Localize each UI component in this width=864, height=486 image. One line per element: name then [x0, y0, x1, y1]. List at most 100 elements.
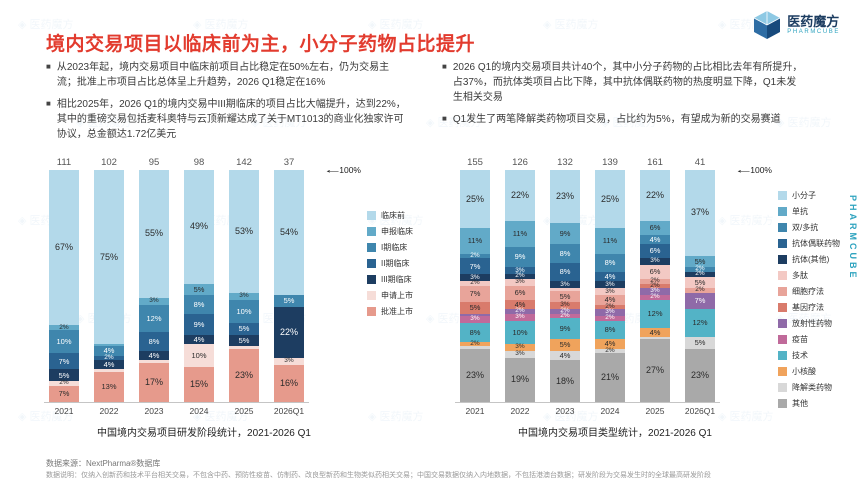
- bar-segment: [550, 288, 580, 291]
- legend-item: 技术: [778, 350, 856, 361]
- legend-label: 小核酸: [792, 367, 816, 376]
- bar-segment: 2%: [685, 287, 715, 293]
- legend-label: II期临床: [381, 259, 410, 268]
- bar-column: 139 25% 11% 8% 4% 3% 3% 4% 2% 3% 2% 8% 4% 2% 21%: [594, 156, 626, 402]
- x-tick-label: 2021: [465, 406, 485, 416]
- stacked-bar: 25% 11% 8% 4% 3% 3% 4% 2% 3% 2% 8% 4% 2% 21%: [595, 170, 625, 402]
- bar-segment: 9%: [184, 313, 214, 335]
- bar-column: 132 23% 9% 8% 8% 3% 5% 3% 2% 2% 9% 5% 4% 18%: [549, 156, 581, 402]
- bullet-item: ■ 相比2025年，2026 Q1的境内交易中III期临床的项目占比大幅提升，达…: [46, 97, 408, 142]
- legend: 小分子 单抗 双/多抗 抗体偶联药物 抗体(其他) 多肽 细胞疗法 基因疗法 放射性药物 疫苗 技术…: [778, 156, 856, 416]
- bar-segment: 2%: [640, 294, 670, 300]
- bar-segment: 11%: [595, 228, 625, 254]
- stacked-bar: 54% 5% 22% 3% 16%: [274, 170, 304, 402]
- bar-total: 155: [467, 157, 483, 168]
- bar-segment: 15%: [184, 367, 214, 402]
- bar-segment: 49%: [184, 170, 214, 284]
- bar-segment: 5%: [274, 295, 304, 307]
- legend-label: 单抗: [792, 207, 808, 216]
- legend-swatch-icon: [778, 287, 787, 296]
- bar-segment: 4%: [640, 327, 670, 337]
- bar-segment: 22%: [640, 170, 670, 222]
- bar-segment: 27%: [640, 339, 670, 402]
- legend-swatch-icon: [778, 319, 787, 328]
- bar-segment: 2%: [460, 252, 490, 259]
- legend: 临床前 申报临床 I期临床 II期临床 III期临床 申请上市 批准上市: [367, 156, 431, 416]
- bar-total: 142: [236, 157, 252, 168]
- bar-segment: 12%: [640, 299, 670, 328]
- bar-segment: 25%: [595, 170, 625, 228]
- stacked-bar: 49% 5% 8% 9% 4% 10% 15%: [184, 170, 214, 402]
- bar-segment: 23%: [685, 348, 715, 402]
- legend-item: 降解类药物: [778, 382, 856, 393]
- legend-item: 多肽: [778, 270, 856, 281]
- brand-text: 医药魔方 PHARMCUBE: [787, 14, 840, 36]
- type-chart: 155 25% 11% 2% 7% 3% 2% 7% 5% 3% 8% 2% 23% 126 22% 11% 9…: [455, 156, 856, 439]
- legend-item: 疫苗: [778, 334, 856, 345]
- legend-item: 临床前: [367, 210, 431, 221]
- chart-body: 155 25% 11% 2% 7% 3% 2% 7% 5% 3% 8% 2% 23% 126 22% 11% 9…: [455, 156, 856, 416]
- bar-segment: [94, 369, 124, 372]
- bar-segment: 4%: [139, 350, 169, 361]
- legend-label: 细胞疗法: [792, 287, 824, 296]
- stacked-bar: 22% 6% 4% 6% 3% 6% 2% 2% 3% 2% 12% 4% 27%: [640, 170, 670, 402]
- bullet-item: ■ 2026 Q1的境内交易项目共计40个，其中小分子药物的占比相比去年有所提升…: [442, 60, 804, 105]
- bar-segment: 8%: [550, 262, 580, 282]
- legend-label: 双/多抗: [792, 223, 819, 232]
- bar-segment: 54%: [274, 170, 304, 296]
- legend-item: 双/多抗: [778, 222, 856, 233]
- bar-segment: 7%: [685, 292, 715, 310]
- legend-swatch-icon: [778, 383, 787, 392]
- bar-segment: 6%: [505, 285, 535, 300]
- bar-segment: 2%: [640, 282, 670, 289]
- bullet-item: ■ 从2023年起，境内交易项目中临床前项目占比稳定在50%左右，仍为交易主流；…: [46, 60, 408, 90]
- bar-segment: [460, 346, 490, 349]
- legend-label: 降解类药物: [792, 383, 832, 392]
- left-arrow-icon: ←: [734, 164, 754, 176]
- x-tick-label: 2022: [99, 406, 119, 416]
- bar-segment: 3%: [229, 292, 259, 300]
- legend-item: 抗体(其他): [778, 254, 856, 265]
- legend-item: 小核酸: [778, 366, 856, 377]
- bar-segment: 4%: [595, 339, 625, 349]
- bar-segment: 75%: [94, 170, 124, 344]
- bar-segment: 6%: [640, 221, 670, 235]
- bar-segment: 2%: [94, 354, 124, 361]
- bar-column: 37 54% 5% 22% 3% 16%: [273, 156, 305, 402]
- bar-segment: 3%: [595, 309, 625, 317]
- legend-item: 基因疗法: [778, 302, 856, 313]
- stacked-bar: 67% 2% 10% 7% 5% 2% 7%: [49, 170, 79, 402]
- bar-segment: 5%: [460, 302, 490, 314]
- bar-segment: 13%: [94, 371, 124, 402]
- bar-column: 95 55% 3% 12% 8% 4% 17%: [138, 156, 170, 402]
- bar-segment: 6%: [640, 265, 670, 279]
- bar-segment: 7%: [49, 353, 79, 370]
- bar-segment: 6%: [640, 244, 670, 259]
- bar-segment: 5%: [685, 276, 715, 289]
- x-tick-label: 2024: [189, 406, 209, 416]
- bar-segment: 3%: [595, 288, 625, 296]
- bar-segment: 3%: [550, 302, 580, 310]
- footnotes: 数据来源：NextPharma®数据库 数据说明：仅纳入创新药和技术平台相关交易…: [46, 458, 794, 480]
- cube-logo-icon: [754, 11, 781, 39]
- legend-swatch-icon: [778, 239, 787, 248]
- legend-swatch-icon: [367, 211, 376, 220]
- bar-segment: 2%: [505, 308, 535, 314]
- bar-segment: 2%: [640, 278, 670, 284]
- x-tick-label: 2025: [645, 406, 665, 416]
- bar-total: 132: [557, 157, 573, 168]
- stacked-bar: 23% 9% 8% 8% 3% 5% 3% 2% 2% 9% 5% 4% 18%: [550, 170, 580, 402]
- brand-watermark: ◈ 医药魔方: [543, 19, 599, 31]
- bar-total: 41: [694, 157, 706, 168]
- bar-segment: 2%: [49, 324, 79, 331]
- chart-body: 111 67% 2% 10% 7% 5% 2% 7% 102 75% 4% 2% 4% 13% 95 55% 3…: [44, 156, 431, 416]
- bar-total: 126: [512, 157, 528, 168]
- bar-segment: [94, 344, 124, 347]
- bar-segment: 2%: [550, 312, 580, 319]
- legend-swatch-icon: [778, 191, 787, 200]
- legend-label: 抗体偶联药物: [792, 239, 840, 248]
- bar-segment: 23%: [550, 170, 580, 224]
- bar-segment: 4%: [184, 334, 214, 344]
- bar-segment: 67%: [49, 170, 79, 326]
- legend-label: 疫苗: [792, 335, 808, 344]
